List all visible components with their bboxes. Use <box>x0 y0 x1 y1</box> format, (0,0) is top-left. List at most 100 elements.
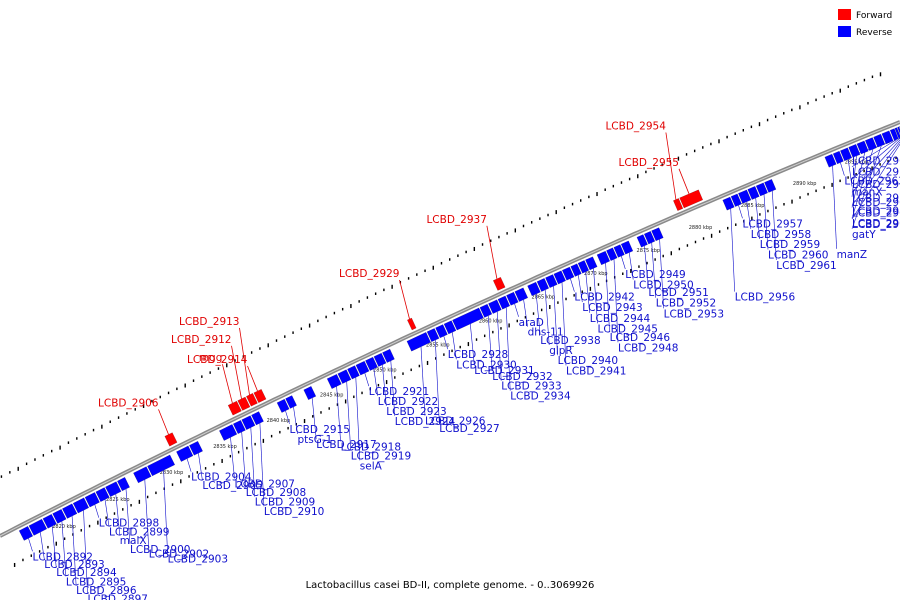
gene-label-lcbd-2896[interactable]: LCBD_2896 <box>76 585 137 597</box>
gene-label-lcbd-2899[interactable]: LCBD_2899 <box>109 527 169 539</box>
gene-lcbd-2902[interactable] <box>133 466 152 484</box>
gene-label-lcbd-2897[interactable]: LCBD_2897 <box>88 593 148 600</box>
gene-label-dhs-11[interactable]: dhs-11 <box>528 327 564 339</box>
gene-lcbd-2923[interactable] <box>373 352 387 367</box>
gene-label-lcbd-2952[interactable]: LCBD_2952 <box>656 298 716 310</box>
gene-label-lcbd-2892[interactable]: LCBD_2892 <box>33 551 93 563</box>
gene-lcbd-2945[interactable] <box>585 256 598 271</box>
gene-lcbd-2892[interactable] <box>18 526 34 541</box>
gene-lcbd-2917[interactable] <box>303 386 317 400</box>
gene-dhs-11[interactable] <box>514 287 528 302</box>
gene-manx[interactable] <box>840 147 852 162</box>
gene-lcbd-2957[interactable] <box>730 193 742 207</box>
gene-label-lcbd-2945[interactable]: LCBD_2945 <box>598 323 658 335</box>
gene-lcbd-2919[interactable] <box>337 369 352 384</box>
gene-label-lcbd-2906[interactable]: LCBD_2906 <box>98 397 159 409</box>
gene-label-lcbd-2965[interactable]: LCBD_2965 <box>852 197 900 209</box>
gene-label-lcbd-2954[interactable]: LCBD_2954 <box>605 121 666 133</box>
gene-lcbd-2893[interactable] <box>28 518 48 536</box>
gene-label-lcbd-2955[interactable]: LCBD_2955 <box>619 157 679 169</box>
gene-label-gaty[interactable]: gatY <box>852 229 876 241</box>
gene-lcbd-2918[interactable] <box>326 374 342 389</box>
gene-lcbd-2931[interactable] <box>452 307 484 331</box>
gene-lcbd-2933[interactable] <box>488 299 502 314</box>
gene-lcbd-2905[interactable] <box>189 440 203 456</box>
gene-label-lcbd-2914[interactable]: LCBD_2914 <box>187 354 248 366</box>
gene-label-lcbd-2893[interactable]: LCBD_2893 <box>44 559 104 571</box>
gene-lcbd-2948[interactable] <box>606 247 618 261</box>
gene-lcbd-2942[interactable] <box>562 266 575 281</box>
gene-label-lcbd-2944[interactable]: LCBD_2944 <box>590 313 651 325</box>
gene-label-lcbd-2913[interactable]: LCBD_2913 <box>179 316 239 328</box>
gene-lcbd-2900[interactable] <box>117 477 130 492</box>
gene-label-lcbd-2957[interactable]: LCBD_2957 <box>743 218 803 230</box>
gene-lcbd-2965[interactable] <box>848 144 861 158</box>
gene-label-lcbd-2961[interactable]: LCBD_2961 <box>776 260 836 272</box>
gene-lcbd-2909[interactable] <box>241 415 256 430</box>
gene-label-lcbd-2928[interactable]: LCBD_2928 <box>448 349 508 361</box>
gene-lcbd-2922[interactable] <box>365 356 378 371</box>
gene-lcbd-2895[interactable] <box>52 509 67 524</box>
gene-lcbd-2946[interactable] <box>596 250 610 266</box>
gene-lcbd-2897[interactable] <box>72 497 90 514</box>
gene-lcbd-2937[interactable] <box>493 277 506 291</box>
gene-label-lcbd-2909[interactable]: LCBD_2909 <box>255 497 315 509</box>
gene-label-lcbd-2895[interactable]: LCBD_2895 <box>66 576 126 588</box>
gene-arad[interactable] <box>506 291 519 306</box>
gene-lcbd-2941[interactable] <box>553 270 566 285</box>
gene-lcbd-2960[interactable] <box>755 182 768 197</box>
gene-label-lcbd-2924[interactable]: LCBD_2924 <box>395 416 456 428</box>
gene-label-lcbd-2931[interactable]: LCBD_2931 <box>474 365 534 377</box>
gene-lcbd-2910[interactable] <box>251 411 264 426</box>
gene-label-manz[interactable]: manZ <box>837 249 868 261</box>
gene-mgg[interactable] <box>227 400 242 416</box>
gene-lcbd-2938[interactable] <box>527 281 541 297</box>
gene-label-lcbd-2919[interactable]: LCBD_2919 <box>351 451 411 463</box>
gene-label-lcbd-2926[interactable]: LCBD_2926 <box>425 416 486 428</box>
gene-label-lcbd-2910[interactable]: LCBD_2910 <box>264 506 324 518</box>
gene-lcbd-2940[interactable] <box>545 274 558 288</box>
gene-lcbd-2932[interactable] <box>479 303 493 318</box>
gene-lcbd-2971[interactable] <box>894 127 900 139</box>
gene-label-lcbd-2968[interactable]: LCBD_2968 <box>852 155 900 167</box>
gene-lcbd-2914[interactable] <box>253 389 267 403</box>
gene-label-lcbd-2905[interactable]: LCBD_2905 <box>202 480 262 492</box>
gene-label-lcbd-2934[interactable]: LCBD_2934 <box>510 391 571 403</box>
gene-label-lcbd-2959[interactable]: LCBD_2959 <box>760 239 820 251</box>
gene-label-lcbd-2929[interactable]: LCBD_2929 <box>339 268 399 280</box>
gene-label-lcbd-2918[interactable]: LCBD_2918 <box>341 441 401 453</box>
gene-lcbd-2943[interactable] <box>570 263 582 277</box>
gene-lcbd-2904[interactable] <box>176 445 194 462</box>
gene-label-lcbd-2933[interactable]: LCBD_2933 <box>501 381 561 393</box>
gene-lcbd-2955[interactable] <box>679 189 703 209</box>
gene-lcbd-2921[interactable] <box>355 360 370 376</box>
gene-label-lcbd-2894[interactable]: LCBD_2894 <box>56 567 117 579</box>
gene-label-glpr[interactable]: glpR <box>549 345 573 357</box>
gene-label-manx[interactable]: manX <box>852 186 883 198</box>
gene-label-lcbd-2902[interactable]: LCBD_2902 <box>149 549 209 561</box>
gene-label-lcbd-2963[interactable]: LCBD_2963 <box>844 176 900 188</box>
gene-lcbd-2968[interactable] <box>881 130 894 145</box>
gene-lcbd-2899[interactable] <box>95 487 110 502</box>
gene-label-lcbd-2951[interactable]: LCBD_2951 <box>648 287 708 299</box>
gene-lcbd-2930[interactable] <box>443 320 457 335</box>
gene-lcbd-2924[interactable] <box>382 348 395 363</box>
gene-label-lcbd-2942[interactable]: LCBD_2942 <box>574 292 634 304</box>
gene-lcbd-2944[interactable] <box>577 260 589 274</box>
gene-label-lcbd-2903[interactable]: LCBD_2903 <box>168 553 228 565</box>
gene-label-lcbd-2943[interactable]: LCBD_2943 <box>582 302 642 314</box>
gene-lcbd-2929[interactable] <box>407 317 417 331</box>
gene-label-lcbd-2917[interactable]: LCBD_2917 <box>316 439 376 451</box>
gene-label-lcbd-2973[interactable]: LCBD_2973 <box>852 206 900 218</box>
gene-label-sela[interactable]: selA <box>360 460 383 472</box>
gene-manz[interactable] <box>824 153 837 168</box>
gene-label-lcbd-2966[interactable]: LCBD_2966 <box>852 208 900 220</box>
gene-label-lcbd-2953[interactable]: LCBD_2953 <box>664 308 724 320</box>
gene-label-lcbd-2956[interactable]: LCBD_2956 <box>735 292 796 304</box>
gene-lcbd-2926[interactable] <box>406 332 431 352</box>
gene-label-lcbd-2930[interactable]: LCBD_2930 <box>456 359 516 371</box>
gene-label-lcbd-2923[interactable]: LCBD_2923 <box>386 406 446 418</box>
gene-label-arad[interactable]: araD <box>519 317 544 329</box>
gene-lcbd-2896[interactable] <box>62 503 78 519</box>
gene-label-lcbd-2972[interactable]: LCBD_2972 <box>852 192 900 204</box>
